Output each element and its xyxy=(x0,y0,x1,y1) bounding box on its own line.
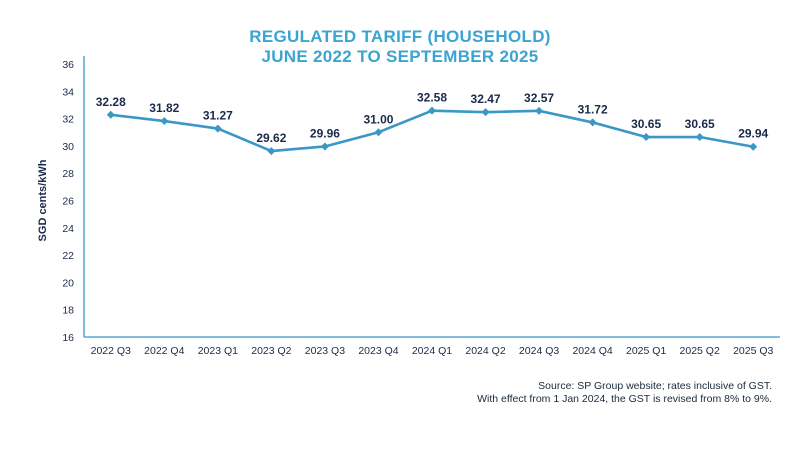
data-point xyxy=(642,133,651,142)
x-tick-label: 2022 Q3 xyxy=(91,345,131,357)
data-label: 31.82 xyxy=(149,101,179,115)
gst-note: With effect from 1 Jan 2024, the GST is … xyxy=(477,393,772,405)
data-label: 31.27 xyxy=(203,109,233,123)
data-label: 31.00 xyxy=(363,112,393,126)
data-point xyxy=(749,142,758,151)
x-tick-label: 2023 Q2 xyxy=(251,345,291,357)
y-tick-label: 36 xyxy=(62,59,74,71)
data-label: 32.47 xyxy=(471,92,501,106)
x-tick-label: 2025 Q3 xyxy=(733,345,773,357)
x-tick-label: 2022 Q4 xyxy=(144,345,184,357)
data-point xyxy=(106,110,115,119)
data-point xyxy=(695,133,704,142)
x-tick-label: 2025 Q1 xyxy=(626,345,666,357)
data-label: 32.28 xyxy=(96,95,126,109)
data-point xyxy=(481,108,490,117)
y-tick-label: 26 xyxy=(62,196,74,208)
x-tick-label: 2023 Q3 xyxy=(305,345,345,357)
data-label: 32.57 xyxy=(524,91,554,105)
y-tick-label: 16 xyxy=(62,332,74,344)
data-point xyxy=(588,118,597,127)
y-tick-label: 34 xyxy=(62,86,74,98)
data-label: 29.62 xyxy=(256,131,286,145)
x-tick-label: 2024 Q1 xyxy=(412,345,452,357)
y-tick-label: 22 xyxy=(62,250,74,262)
data-label: 30.65 xyxy=(685,117,715,131)
data-point xyxy=(428,106,436,115)
data-label: 31.72 xyxy=(578,102,608,116)
chart-title: REGULATED TARIFF (HOUSEHOLD) xyxy=(249,27,551,46)
x-tick-label: 2024 Q2 xyxy=(465,345,505,357)
data-label: 32.58 xyxy=(417,91,447,105)
x-tick-label: 2024 Q4 xyxy=(572,345,612,357)
data-point xyxy=(267,147,276,156)
y-axis-label: SGD cents/kWh xyxy=(37,159,49,241)
data-point xyxy=(374,128,383,137)
x-tick-label: 2024 Q3 xyxy=(519,345,559,357)
data-label: 30.65 xyxy=(631,117,661,131)
data-point xyxy=(320,142,329,151)
data-point xyxy=(213,124,222,133)
data-label: 29.96 xyxy=(310,126,340,140)
data-label: 29.94 xyxy=(738,127,768,141)
data-point xyxy=(535,106,544,115)
x-tick-label: 2023 Q1 xyxy=(198,345,238,357)
y-tick-label: 28 xyxy=(62,168,74,180)
y-tick-label: 18 xyxy=(62,305,74,317)
y-tick-label: 24 xyxy=(62,223,74,235)
y-tick-label: 30 xyxy=(62,141,74,153)
chart-subtitle: JUNE 2022 TO SEPTEMBER 2025 xyxy=(261,47,539,66)
x-tick-label: 2025 Q2 xyxy=(680,345,720,357)
x-tick-label: 2023 Q4 xyxy=(358,345,398,357)
source-note: Source: SP Group website; rates inclusiv… xyxy=(538,380,772,392)
y-tick-label: 32 xyxy=(62,114,74,126)
y-tick-label: 20 xyxy=(62,277,74,289)
data-point xyxy=(160,117,169,126)
